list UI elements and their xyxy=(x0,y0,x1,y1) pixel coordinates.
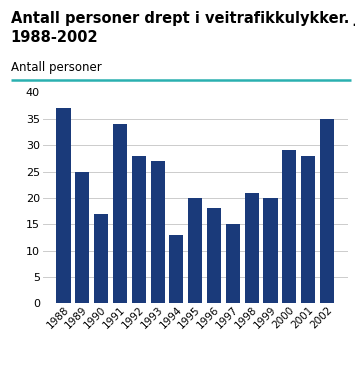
Bar xyxy=(263,198,278,303)
Bar xyxy=(301,156,315,303)
Bar xyxy=(56,108,71,303)
Bar xyxy=(226,224,240,303)
Bar xyxy=(207,209,221,303)
Bar xyxy=(169,235,184,303)
Bar xyxy=(94,214,108,303)
Text: Antall personer: Antall personer xyxy=(11,61,102,74)
Bar xyxy=(282,151,296,303)
Bar xyxy=(320,119,334,303)
Bar xyxy=(113,124,127,303)
Text: Antall personer drept i veitrafikkulykker. Januar.
1988-2002: Antall personer drept i veitrafikkulykke… xyxy=(11,11,355,45)
Bar xyxy=(132,156,146,303)
Bar xyxy=(245,193,259,303)
Bar xyxy=(188,198,202,303)
Bar xyxy=(75,172,89,303)
Bar xyxy=(151,161,165,303)
